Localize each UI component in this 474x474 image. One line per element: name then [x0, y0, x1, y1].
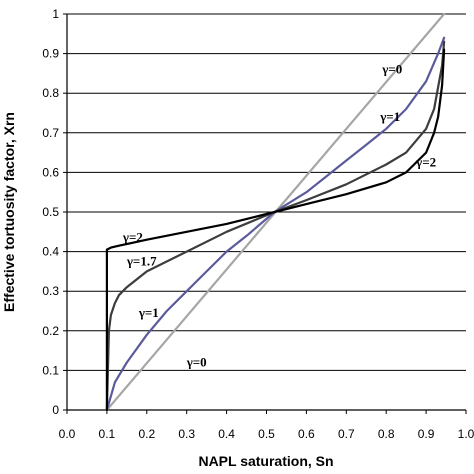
y-tick-label: 0.7: [42, 126, 59, 140]
y-tick-label: 0.1: [42, 363, 59, 377]
x-tick-label: 1.0: [458, 427, 474, 441]
series-line-3: [105, 48, 446, 412]
x-tick-label: 0.0: [59, 427, 76, 441]
x-tick-label: 0.7: [338, 427, 355, 441]
y-tick-label: 0.3: [42, 284, 59, 298]
x-tick-label: 0.5: [258, 427, 275, 441]
x-tick-label: 0.3: [178, 427, 195, 441]
curve-label: γ=0: [186, 354, 207, 369]
tick-labels: 0 0.1 0.2 0.3 0.4 0.5 0.6 0.7 0.8 0.9 1 0.0 0.1 0.2 0.…: [42, 7, 474, 441]
x-axis-title: NAPL saturation, Sn: [198, 453, 333, 469]
y-tick-label: 0.5: [42, 205, 59, 219]
x-tick-label: 0.1: [99, 427, 116, 441]
y-tick-label: 0.2: [42, 324, 59, 338]
series-lines: [105, 12, 446, 412]
y-tick-label: 1: [52, 7, 59, 21]
curve-label: γ=1: [138, 305, 159, 320]
y-tick-label: 0: [52, 403, 59, 417]
series-line-2: [105, 40, 446, 412]
curve-label: γ=2: [122, 230, 143, 245]
y-tick-label: 0.9: [42, 47, 59, 61]
x-tick-label: 0.9: [418, 427, 435, 441]
curve-label: γ=1: [379, 109, 400, 124]
grid: [67, 13, 466, 371]
x-tick-label: 0.8: [378, 427, 395, 441]
y-tick-label: 0.4: [42, 245, 59, 259]
x-tick-label: 0.4: [218, 427, 235, 441]
y-tick-label: 0.6: [42, 165, 59, 179]
y-tick-label: 0.8: [42, 86, 59, 100]
x-tick-label: 0.2: [138, 427, 155, 441]
axes: [63, 13, 467, 414]
x-tick-label: 0.6: [298, 427, 315, 441]
curve-label: γ=1.7: [126, 253, 157, 268]
y-axis-title: Effective tortuosity factor, Xrn: [1, 112, 17, 312]
curve-labels: γ=0 γ=1 γ=2 γ=2 γ=1.7 γ=1 γ=0: [122, 61, 436, 369]
curve-label: γ=0: [381, 61, 402, 76]
curve-label: γ=2: [415, 154, 436, 169]
